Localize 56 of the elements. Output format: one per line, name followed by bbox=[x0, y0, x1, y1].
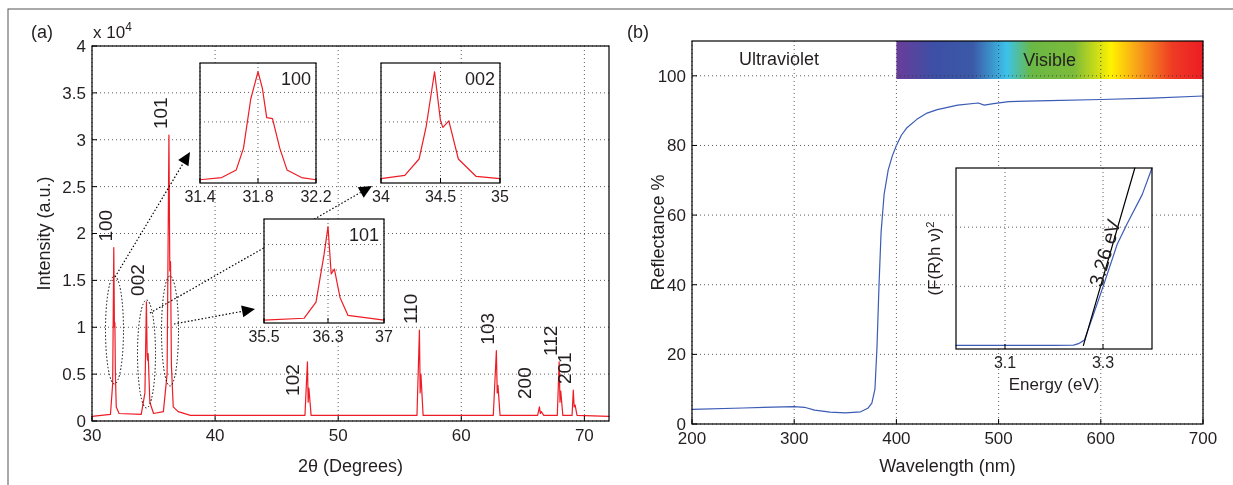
y-tick-label: 40 bbox=[667, 275, 686, 295]
x-axis-title: Energy (eV) bbox=[1008, 375, 1100, 394]
x-tick-label: 30 bbox=[82, 426, 102, 445]
y-tick-label: 1 bbox=[76, 318, 86, 338]
x-tick-label: 35 bbox=[491, 188, 509, 205]
chart-title: (a) bbox=[31, 22, 53, 42]
x-tick-label: 60 bbox=[451, 426, 471, 445]
y-axis-title: Reflectance % bbox=[648, 174, 668, 291]
x-tick-label: 200 bbox=[677, 429, 707, 448]
x-tick-label: 50 bbox=[328, 426, 348, 445]
x-tick-label: 31.8 bbox=[242, 188, 274, 205]
y-tick-label: 3.5 bbox=[62, 83, 86, 103]
chart-title: 100 bbox=[280, 69, 311, 89]
x-tick-label: 40 bbox=[205, 426, 225, 445]
x-tick-label: 600 bbox=[1086, 429, 1115, 448]
x-tick-label: 34 bbox=[372, 188, 390, 205]
y-tick-label: 80 bbox=[667, 136, 686, 156]
band-label: Visible bbox=[1023, 49, 1077, 70]
y-tick-label: 2.5 bbox=[62, 177, 86, 197]
y-tick-label: 0.5 bbox=[62, 365, 86, 385]
y-tick-label: 20 bbox=[667, 345, 686, 365]
chart-title: 002 bbox=[464, 69, 495, 89]
x-axis-title: 2θ (Degrees) bbox=[297, 456, 404, 476]
x-tick-label: 35.5 bbox=[248, 328, 280, 345]
y-tick-label: 1.5 bbox=[62, 271, 86, 291]
x-tick-label: 300 bbox=[780, 429, 809, 448]
annotation: 110 bbox=[400, 293, 422, 325]
x-tick-label: 400 bbox=[882, 429, 911, 448]
x-tick-label: 31.4 bbox=[184, 188, 216, 205]
x-tick-label: 34.5 bbox=[424, 188, 457, 205]
y-tick-label: 3 bbox=[76, 130, 86, 150]
x-axis-title: Wavelength (nm) bbox=[879, 456, 1016, 476]
x-tick-label: 3.3 bbox=[1091, 354, 1115, 371]
y-tick-label: 60 bbox=[667, 206, 686, 226]
x-tick-label: 500 bbox=[984, 429, 1013, 448]
chart-title: (b) bbox=[627, 22, 649, 42]
chart-title: 101 bbox=[348, 225, 379, 245]
annotation: 002 bbox=[127, 264, 149, 296]
text: x 10$^{4}$ bbox=[93, 20, 133, 42]
annotation: Ultraviolet bbox=[739, 49, 820, 69]
annotation: 102 bbox=[282, 364, 304, 396]
annotation: 3.26 eV bbox=[1084, 216, 1125, 290]
x-tick-label: 700 bbox=[1188, 429, 1218, 448]
x-tick-label: 37 bbox=[375, 328, 393, 345]
line-series bbox=[91, 134, 610, 417]
x-tick-label: 32.2 bbox=[300, 188, 332, 205]
x-tick-label: 70 bbox=[574, 426, 594, 445]
x-tick-label: 3.1 bbox=[993, 354, 1017, 371]
annotation: 103 bbox=[477, 312, 499, 345]
annotation: 101 bbox=[149, 97, 171, 130]
x-tick-label: 36.3 bbox=[312, 328, 344, 345]
y-axis-title: Intensity (a.u.) bbox=[34, 176, 54, 291]
y-tick-label: 4 bbox=[76, 36, 86, 56]
y-tick-label: 2 bbox=[76, 224, 86, 244]
line-series bbox=[691, 95, 1204, 414]
y-tick-label: 100 bbox=[657, 66, 686, 86]
